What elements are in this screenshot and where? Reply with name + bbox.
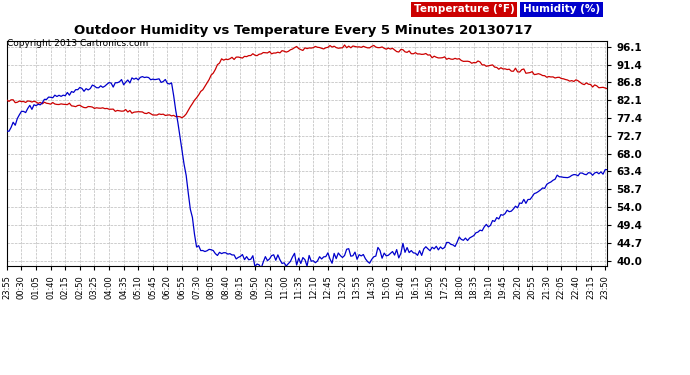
Text: Copyright 2013 Cartronics.com: Copyright 2013 Cartronics.com [7,39,148,48]
Text: Temperature (°F): Temperature (°F) [414,4,515,14]
Text: Humidity (%): Humidity (%) [523,4,600,14]
Text: Outdoor Humidity vs Temperature Every 5 Minutes 20130717: Outdoor Humidity vs Temperature Every 5 … [75,24,533,38]
